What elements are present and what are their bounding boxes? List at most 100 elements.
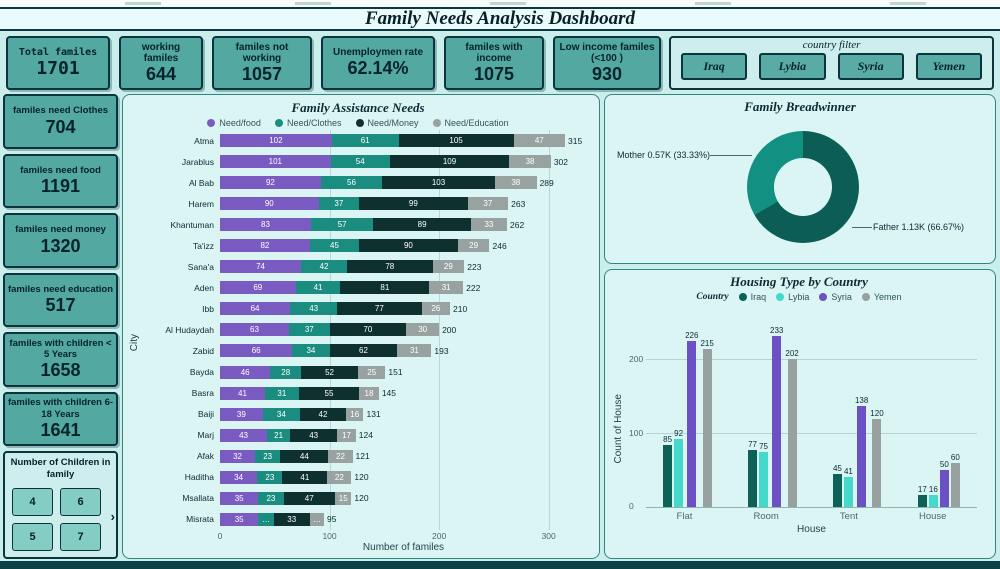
bar-segment-need-education[interactable]: 15 [335,491,352,505]
bar-lybia[interactable] [674,439,684,507]
bar-segment-need-money[interactable]: 89 [373,218,471,232]
bar-segment-need-clothes[interactable]: 56 [320,176,383,190]
bar-segment-need-money[interactable]: 47 [283,491,335,505]
bar-segment-need-money[interactable]: 43 [290,428,338,442]
bar-segment-need-education[interactable]: 17 [337,428,356,442]
bar-segment-need-education[interactable]: 22 [327,470,352,484]
bar-segment-need-money[interactable]: 77 [337,302,422,316]
bar-segment-need-money[interactable]: 42 [299,407,346,421]
bar-segment-need-education[interactable]: 29 [432,260,465,274]
bar-lybia[interactable] [928,495,938,507]
bar-iraq[interactable] [663,444,673,507]
children-filter-option-5[interactable]: 5 [12,523,53,551]
bar-segment-need-money[interactable]: 33 [273,512,310,526]
bar-segment-need-food[interactable]: 66 [220,344,293,358]
bar-segment-need-food[interactable]: 41 [220,386,265,400]
bar-segment-need-food[interactable]: 34 [220,470,258,484]
bar-segment-need-food[interactable]: 63 [220,323,290,337]
bar-segment-need-food[interactable]: 74 [220,260,302,274]
country-filter-option-iraq[interactable]: Iraq [681,53,748,80]
bar-segment-need-food[interactable]: 35 [220,491,259,505]
bar-yemen[interactable] [950,462,960,507]
bar-segment-need-education[interactable]: 31 [397,344,432,358]
bar-iraq[interactable] [917,494,927,507]
bar-syria[interactable] [772,335,782,507]
bar-segment-need-money[interactable]: 78 [347,260,433,274]
bar-segment-need-clothes[interactable]: 54 [330,155,390,169]
bar-segment-need-education[interactable]: … [309,512,325,526]
bar-segment-need-food[interactable]: 102 [220,134,332,148]
bar-segment-need-education[interactable]: 18 [359,386,379,400]
chevron-right-icon[interactable]: › [110,509,115,525]
bar-segment-need-education[interactable]: 22 [328,449,353,463]
bar-syria[interactable] [939,470,949,507]
bar-syria[interactable] [857,405,867,507]
bar-segment-need-education[interactable]: 16 [345,407,364,421]
bar-segment-need-food[interactable]: 82 [220,239,310,253]
bar-segment-need-money[interactable]: 109 [389,155,510,169]
bar-lybia[interactable] [759,451,769,507]
bar-segment-need-clothes[interactable]: 61 [331,134,399,148]
bar-segment-need-food[interactable]: 90 [220,197,319,211]
bar-segment-need-food[interactable]: 101 [220,155,331,169]
children-filter-option-6[interactable]: 6 [60,488,101,516]
bar-segment-need-money[interactable]: 90 [359,239,458,253]
bar-segment-need-clothes[interactable]: 34 [292,344,330,358]
children-filter-option-7[interactable]: 7 [60,523,101,551]
bar-segment-need-education[interactable]: 33 [470,218,507,232]
bar-segment-need-food[interactable]: 64 [220,302,291,316]
bar-segment-need-clothes[interactable]: 37 [318,197,360,211]
bar-segment-need-food[interactable]: 92 [220,176,321,190]
bar-segment-need-food[interactable]: 46 [220,365,271,379]
bar-segment-need-money[interactable]: 99 [359,197,468,211]
bar-segment-need-money[interactable]: 52 [301,365,359,379]
bar-segment-need-education[interactable]: 25 [358,365,386,379]
bar-segment-need-clothes[interactable]: 23 [258,491,284,505]
bar-segment-need-education[interactable]: 38 [509,155,551,169]
legend-item-yemen[interactable]: Yemen [861,292,902,302]
bar-segment-need-clothes[interactable]: 21 [267,428,291,442]
legend-item-need-education[interactable]: Need/Education [432,118,509,128]
bar-segment-need-education[interactable]: 47 [513,134,566,148]
country-filter-option-lybia[interactable]: Lybia [759,53,826,80]
bar-segment-need-money[interactable]: 81 [340,281,430,295]
legend-item-iraq[interactable]: Iraq [738,292,766,302]
bar-segment-need-clothes[interactable]: 41 [295,281,341,295]
bar-segment-need-food[interactable]: 39 [220,407,263,421]
bar-segment-need-clothes[interactable]: 34 [262,407,300,421]
bar-yemen[interactable] [787,358,797,507]
bar-segment-need-food[interactable]: 43 [220,428,268,442]
country-filter-option-yemen[interactable]: Yemen [915,53,982,80]
bar-yemen[interactable] [702,349,712,507]
bar-segment-need-food[interactable]: 83 [220,218,311,232]
bar-segment-need-clothes[interactable]: 42 [301,260,348,274]
bar-segment-need-clothes[interactable]: 31 [264,386,299,400]
bar-segment-need-clothes[interactable]: … [258,512,274,526]
bar-segment-need-food[interactable]: 32 [220,449,256,463]
bar-segment-need-clothes[interactable]: 43 [290,302,338,316]
bar-iraq[interactable] [832,473,842,507]
breadwinner-donut-chart[interactable] [747,131,859,243]
bar-segment-need-education[interactable]: 30 [406,323,440,337]
children-filter-option-4[interactable]: 4 [12,488,53,516]
legend-item-need-food[interactable]: Need/food [207,118,261,128]
bar-segment-need-clothes[interactable]: 23 [257,470,283,484]
bar-segment-need-money[interactable]: 55 [298,386,360,400]
bar-segment-need-education[interactable]: 31 [429,281,464,295]
bar-segment-need-money[interactable]: 41 [282,470,328,484]
bar-yemen[interactable] [872,418,882,507]
bar-segment-need-education[interactable]: 38 [494,176,537,190]
country-filter-option-syria[interactable]: Syria [837,53,904,80]
bar-segment-need-education[interactable]: 37 [467,197,509,211]
legend-item-need-money[interactable]: Need/Money [355,118,419,128]
bar-lybia[interactable] [843,476,853,507]
bar-segment-need-food[interactable]: 69 [220,281,296,295]
legend-item-lybia[interactable]: Lybia [776,292,809,302]
bar-segment-need-clothes[interactable]: 57 [310,218,374,232]
bar-segment-need-clothes[interactable]: 23 [255,449,281,463]
bar-segment-need-clothes[interactable]: 37 [289,323,330,337]
bar-segment-need-education[interactable]: 29 [457,239,490,253]
bar-segment-need-money[interactable]: 105 [398,134,514,148]
bar-segment-need-education[interactable]: 26 [421,302,451,316]
legend-item-syria[interactable]: Syria [819,292,852,302]
